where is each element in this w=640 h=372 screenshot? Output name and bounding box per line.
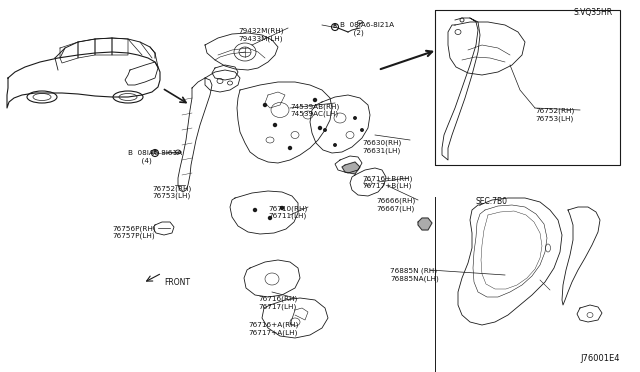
Text: 76716+B(RH)
76717+B(LH): 76716+B(RH) 76717+B(LH) <box>362 175 412 189</box>
Ellipse shape <box>273 124 276 126</box>
Text: FRONT: FRONT <box>164 278 190 287</box>
Text: J76001E4: J76001E4 <box>580 354 620 363</box>
Ellipse shape <box>324 129 326 131</box>
Text: 74539AB(RH)
74539AC(LH): 74539AB(RH) 74539AC(LH) <box>290 103 339 117</box>
Text: S.VQ35HR: S.VQ35HR <box>574 8 613 17</box>
Text: B  08IA6-8I21A
      (2): B 08IA6-8I21A (2) <box>340 22 394 35</box>
Ellipse shape <box>361 129 364 131</box>
Text: B  08IA6-8I61A
      (4): B 08IA6-8I61A (4) <box>128 150 182 164</box>
Text: 76666(RH)
76667(LH): 76666(RH) 76667(LH) <box>376 198 415 212</box>
Ellipse shape <box>269 217 271 219</box>
Ellipse shape <box>264 103 266 106</box>
Text: 76885N (RH)
76885NA(LH): 76885N (RH) 76885NA(LH) <box>390 268 439 282</box>
Ellipse shape <box>319 126 321 129</box>
Text: 76752(RH)
76753(LH): 76752(RH) 76753(LH) <box>535 108 574 122</box>
Text: 76710(RH)
76711(LH): 76710(RH) 76711(LH) <box>268 205 307 219</box>
Text: 76716+A(RH)
76717+A(LH): 76716+A(RH) 76717+A(LH) <box>248 322 298 336</box>
Text: 76716(RH)
76717(LH): 76716(RH) 76717(LH) <box>258 296 297 310</box>
Text: B: B <box>333 25 337 29</box>
Polygon shape <box>342 162 360 174</box>
Text: 79432M(RH)
79433M(LH): 79432M(RH) 79433M(LH) <box>238 28 284 42</box>
Ellipse shape <box>354 117 356 119</box>
Ellipse shape <box>314 99 317 102</box>
Ellipse shape <box>280 206 284 209</box>
Ellipse shape <box>333 144 336 146</box>
Text: 76630(RH)
76631(LH): 76630(RH) 76631(LH) <box>362 140 401 154</box>
Text: 76756P(RH)
76757P(LH): 76756P(RH) 76757P(LH) <box>112 225 156 239</box>
Text: SEC.7B0: SEC.7B0 <box>476 197 508 206</box>
Ellipse shape <box>289 147 291 150</box>
Text: B: B <box>153 151 157 155</box>
Text: 76752(RH)
76753(LH): 76752(RH) 76753(LH) <box>152 185 191 199</box>
Bar <box>435 10 620 165</box>
Ellipse shape <box>253 208 257 212</box>
Polygon shape <box>418 218 432 230</box>
